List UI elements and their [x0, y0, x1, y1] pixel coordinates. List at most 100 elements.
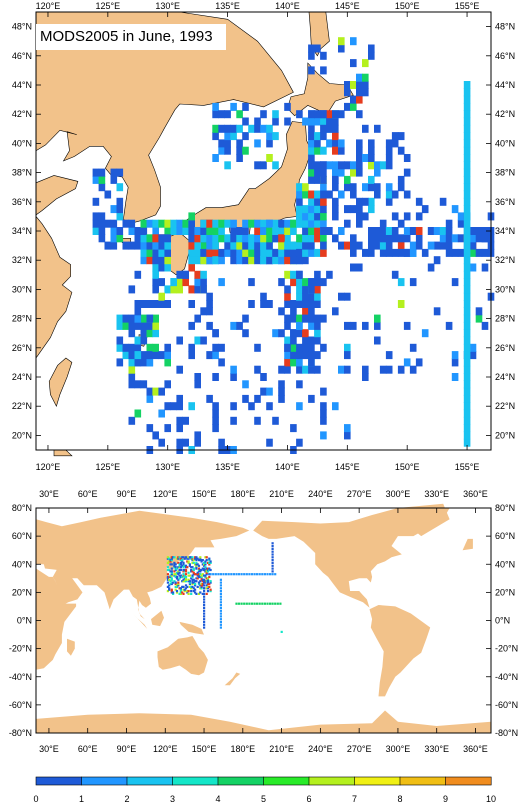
obs-cell	[128, 219, 136, 228]
obs-cell	[344, 219, 351, 228]
obs-cell	[122, 351, 130, 360]
obs-cell	[192, 581, 195, 584]
obs-cell	[232, 573, 235, 576]
obs-cell	[272, 227, 279, 235]
obs-cell	[146, 329, 154, 338]
lat-tick-label-left: 44°N	[12, 80, 32, 90]
new-guinea	[179, 621, 204, 635]
obs-cell	[191, 582, 194, 586]
obs-cell	[308, 139, 315, 148]
obs-cell	[200, 574, 203, 577]
obs-cell	[463, 380, 471, 389]
obs-cell	[166, 581, 169, 584]
obs-cell	[284, 117, 291, 126]
lon-tick-label-top: 140°E	[275, 1, 300, 11]
obs-cell	[248, 300, 255, 308]
obs-cell	[279, 602, 282, 605]
obs-cell	[224, 248, 231, 257]
obs-cell	[219, 623, 222, 626]
obs-cell	[254, 139, 261, 148]
obs-cell	[188, 580, 191, 583]
obs-cell	[308, 66, 315, 75]
obs-cell	[116, 343, 124, 352]
obs-cell	[168, 557, 171, 560]
obs-cell	[314, 365, 321, 374]
obs-cell	[178, 574, 181, 577]
obs-cell	[271, 547, 274, 550]
obs-cell	[116, 205, 124, 214]
obs-cell	[219, 587, 222, 590]
obs-cell	[219, 573, 222, 576]
obs-cell	[314, 161, 321, 170]
obs-cell	[314, 336, 321, 345]
obs-cell	[271, 567, 274, 570]
obs-cell	[176, 416, 183, 425]
obs-cell	[203, 612, 206, 615]
obs-cell	[200, 575, 203, 579]
obs-cell	[197, 573, 201, 576]
obs-cell	[308, 44, 315, 53]
obs-cell	[242, 234, 249, 243]
obs-cell	[158, 219, 165, 228]
obs-cell	[320, 227, 327, 235]
colorbar-segment	[308, 776, 356, 786]
obs-cell	[344, 292, 351, 301]
obs-cell	[344, 175, 351, 184]
obs-cell	[188, 556, 191, 559]
obs-cell	[212, 124, 219, 133]
obs-cell	[206, 307, 213, 316]
obs-cell	[368, 51, 375, 60]
obs-cell	[128, 285, 136, 294]
obs-cell	[183, 557, 186, 560]
obs-cell	[379, 248, 387, 257]
obs-cell	[170, 574, 173, 577]
obs-cell	[409, 343, 417, 352]
obs-cell	[344, 241, 351, 250]
obs-cell	[92, 197, 100, 206]
obs-cell	[206, 394, 213, 403]
obs-cell	[146, 300, 154, 308]
obs-cell	[190, 592, 193, 595]
obs-cell	[278, 227, 285, 235]
obs-cell	[242, 256, 249, 265]
obs-cell	[439, 197, 447, 206]
obs-cell	[200, 248, 207, 257]
obs-cell	[326, 227, 333, 235]
obs-cell	[266, 234, 273, 243]
obs-cell	[208, 563, 211, 566]
obs-cell	[195, 564, 198, 567]
obs-cell	[152, 314, 159, 323]
obs-cell	[445, 248, 453, 257]
obs-cell	[224, 110, 231, 119]
shandong-peninsula	[35, 175, 79, 216]
obs-cell	[463, 270, 471, 279]
obs-cell	[110, 219, 118, 228]
obs-cell	[170, 567, 173, 570]
obs-cell	[397, 175, 405, 184]
obs-cell	[385, 351, 393, 360]
obs-cell	[230, 219, 237, 228]
colorbar-segment	[35, 776, 83, 786]
obs-cell	[266, 227, 273, 235]
obs-cell	[183, 570, 186, 573]
obs-cell	[320, 197, 327, 206]
obs-cell	[463, 234, 471, 243]
tick-marks: 30°E 30°E 60°E 60°E 90°E 90°E 120°E 120°E 150°E 1…	[9, 489, 518, 754]
obs-cell	[284, 300, 291, 308]
obs-cell	[320, 212, 327, 221]
obs-cell	[463, 190, 471, 199]
obs-cell	[196, 571, 199, 574]
obs-cell	[374, 321, 381, 330]
obs-cell	[196, 574, 199, 577]
obs-cell	[203, 623, 206, 626]
obs-cell	[218, 139, 225, 148]
obs-cell	[266, 300, 273, 308]
obs-cell	[320, 110, 327, 119]
obs-cell	[186, 560, 189, 563]
obs-cell	[178, 577, 181, 580]
obs-cell	[308, 132, 315, 141]
obs-cell	[463, 402, 471, 411]
obs-cell	[296, 292, 303, 301]
obs-cell	[356, 110, 363, 119]
obs-cell	[181, 564, 184, 567]
